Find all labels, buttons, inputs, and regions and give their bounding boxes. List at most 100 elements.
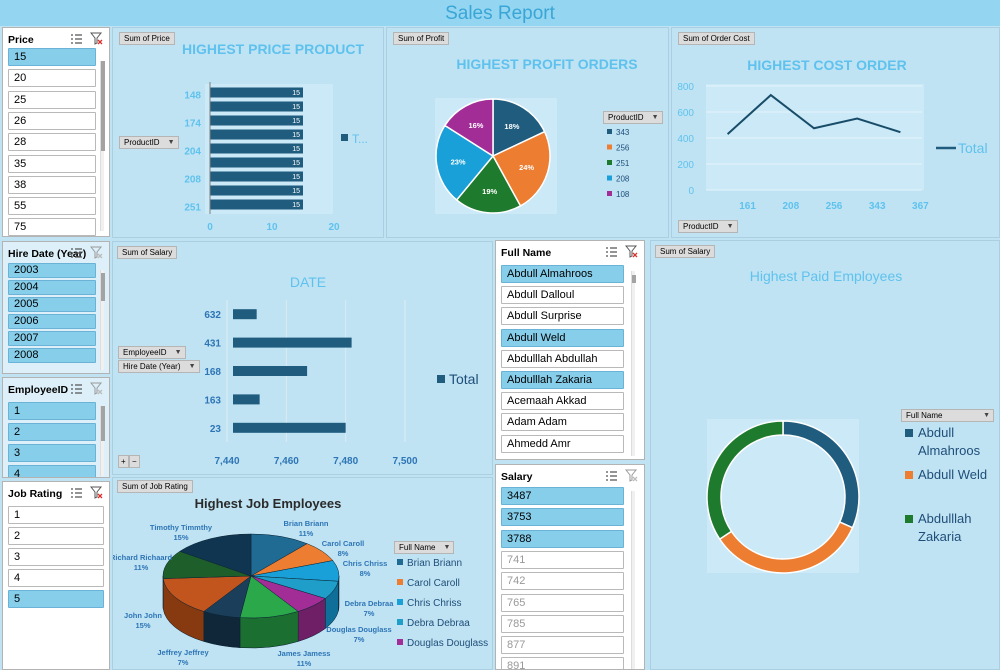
full-name-item[interactable]: Acemaah Akkad — [501, 392, 624, 411]
cost-y-tick-label: 200 — [677, 160, 694, 171]
full-name-legend-button[interactable]: Full Name — [901, 409, 994, 422]
multi-select-icon[interactable] — [70, 383, 83, 395]
multi-select-icon[interactable] — [70, 487, 83, 499]
multi-select-icon[interactable] — [70, 247, 83, 259]
price-item[interactable]: 26 — [8, 111, 96, 130]
full-name-item[interactable]: Abdull Weld — [501, 328, 624, 347]
salary-item[interactable]: 877 — [501, 636, 624, 655]
salary-item[interactable]: 3753 — [501, 508, 624, 527]
sum-of-salary-button[interactable]: Sum of Salary — [655, 245, 716, 258]
employee-id-item[interactable]: 3 — [8, 444, 96, 462]
salary-item[interactable]: 3788 — [501, 529, 624, 548]
job-rating-item[interactable]: 2 — [8, 527, 104, 545]
price-bar — [210, 101, 303, 112]
price-category-label: 204 — [184, 147, 201, 158]
hire-year-slicer[interactable]: Hire Date (Year) 2003 2004 2005 2006 2007 200… — [2, 241, 110, 374]
salary-item[interactable]: 765 — [501, 593, 624, 612]
hire-year-item[interactable]: 2007 — [8, 331, 96, 346]
productid-legend-button[interactable]: ProductID — [603, 111, 663, 124]
price-item[interactable]: 38 — [8, 175, 96, 194]
sum-of-job-rating-button[interactable]: Sum of Job Rating — [117, 480, 193, 493]
clear-filter-icon[interactable] — [90, 486, 103, 499]
expand-field-button[interactable]: + — [118, 455, 129, 468]
sum-of-order-cost-button[interactable]: Sum of Order Cost — [678, 32, 755, 45]
full-name-item[interactable]: Abdull Dalloul — [501, 286, 624, 305]
hire-date-axis-button[interactable]: Hire Date (Year) — [118, 360, 200, 373]
price-slicer[interactable]: Price 15 20 25 26 28 35 38 55 75 — [2, 27, 110, 237]
hire-year-item[interactable]: 2008 — [8, 348, 96, 363]
full-name-slicer[interactable]: Full Name Abdull Almahroos Abdull Dalloul… — [495, 240, 645, 460]
job-chart-title: Highest Job Employees — [194, 496, 342, 511]
hire-year-item[interactable]: 2003 — [8, 263, 96, 278]
collapse-field-button[interactable]: − — [129, 455, 140, 468]
profit-chart-panel[interactable]: Sum of Profit HIGHEST PROFIT ORDERS Prod… — [386, 27, 669, 238]
job-chart-panel[interactable]: Sum of Job Rating Highest Job Employees … — [112, 477, 493, 670]
price-bar — [210, 115, 303, 126]
productid-axis-button[interactable]: ProductID — [678, 220, 738, 233]
clear-filter-icon[interactable] — [625, 245, 638, 258]
hire-year-item[interactable]: 2006 — [8, 314, 96, 329]
salary-category-label: 632 — [204, 310, 221, 321]
price-item[interactable]: 35 — [8, 154, 96, 173]
salary-item[interactable]: 3487 — [501, 487, 624, 505]
job-rating-slicer[interactable]: Job Rating 1 2 3 4 5 — [2, 481, 110, 670]
full-name-item[interactable]: Ahmedd Amr — [501, 434, 624, 453]
multi-select-icon[interactable] — [605, 246, 618, 258]
job-rating-item[interactable]: 1 — [8, 506, 104, 524]
price-item[interactable]: 55 — [8, 197, 96, 216]
job-rating-item[interactable]: 3 — [8, 548, 104, 566]
price-item[interactable]: 28 — [8, 133, 96, 152]
profit-legend-swatch — [607, 144, 612, 150]
hire-year-item[interactable]: 2005 — [8, 297, 96, 312]
employee-id-slicer[interactable]: EmployeeID 1 2 3 4 — [2, 377, 110, 478]
price-item[interactable]: 25 — [8, 90, 96, 109]
hire-year-item[interactable]: 2004 — [8, 280, 96, 295]
sum-of-price-button[interactable]: Sum of Price — [119, 32, 175, 45]
salary-item[interactable]: 891 — [501, 657, 624, 669]
salary-slicer-title: Salary — [501, 471, 533, 483]
salary-slicer[interactable]: Salary 3487 3753 3788 741 742 765 785 877 891 — [495, 464, 645, 670]
sum-of-profit-button[interactable]: Sum of Profit — [393, 32, 450, 45]
cost-x-tick-label: 256 — [826, 201, 843, 212]
job-rating-item[interactable]: 4 — [8, 569, 104, 587]
cost-chart-title: HIGHEST COST ORDER — [747, 57, 907, 73]
job-legend-label: Chris Chriss — [407, 598, 461, 609]
employee-id-slicer-title: EmployeeID — [8, 384, 69, 396]
profit-slice-label: 23% — [451, 158, 466, 167]
salary-item[interactable]: 741 — [501, 550, 624, 569]
cost-chart-panel[interactable]: Sum of Order Cost HIGHEST COST ORDER Pro… — [671, 27, 1000, 238]
multi-select-icon[interactable] — [70, 33, 83, 45]
price-item[interactable]: 15 — [8, 48, 96, 66]
full-name-item[interactable]: Abdulllah Zakaria — [501, 371, 624, 389]
price-bar-data-label: 15 — [292, 160, 300, 167]
profit-pie-slice — [435, 124, 495, 201]
job-rating-slicer-header: Job Rating — [3, 482, 109, 506]
salary-item[interactable]: 785 — [501, 614, 624, 633]
sum-of-salary-button[interactable]: Sum of Salary — [117, 246, 178, 259]
job-slice-label: Timothy Timmthy 15% — [150, 523, 213, 542]
productid-axis-button[interactable]: ProductID — [119, 136, 179, 149]
salary-date-bar-chart: 632 431 168 163 23 7,440 7,460 7,480 7,500 Tota… — [204, 300, 479, 467]
employeeid-axis-button[interactable]: EmployeeID — [118, 346, 186, 359]
price-chart-panel[interactable]: Sum of Price HIGHEST PRICE PRODUCT Produ… — [112, 27, 384, 238]
clear-filter-icon[interactable] — [90, 246, 103, 259]
employee-id-item[interactable]: 1 — [8, 402, 96, 420]
full-name-item[interactable]: Abdull Almahroos — [501, 265, 624, 283]
price-item[interactable]: 20 — [8, 69, 96, 88]
job-rating-item[interactable]: 5 — [8, 590, 104, 608]
full-name-legend-button[interactable]: Full Name — [394, 541, 455, 554]
full-name-item[interactable]: Abdulllah Abdullah — [501, 349, 624, 368]
full-name-item[interactable]: Adam Adam — [501, 413, 624, 432]
price-item[interactable]: 75 — [8, 218, 96, 236]
clear-filter-icon[interactable] — [90, 382, 103, 395]
paid-chart-panel[interactable]: Sum of Salary Highest Paid Employees Ful… — [650, 240, 1000, 670]
full-name-item[interactable]: Abdull Surprise — [501, 307, 624, 326]
paid-legend-swatch — [905, 471, 913, 479]
employee-id-item[interactable]: 2 — [8, 423, 96, 441]
multi-select-icon[interactable] — [605, 470, 618, 482]
clear-filter-icon[interactable] — [625, 469, 638, 482]
employee-id-item[interactable]: 4 — [8, 465, 96, 477]
salary-date-chart-panel[interactable]: Sum of Salary DATE EmployeeID Hire Date … — [112, 241, 493, 475]
clear-filter-icon[interactable] — [90, 32, 103, 45]
salary-item[interactable]: 742 — [501, 572, 624, 591]
